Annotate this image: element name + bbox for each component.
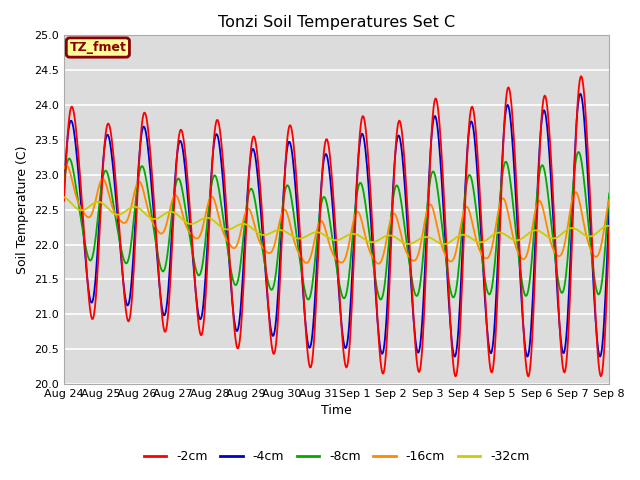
Y-axis label: Soil Temperature (C): Soil Temperature (C): [16, 145, 29, 274]
Text: TZ_fmet: TZ_fmet: [70, 41, 126, 54]
Title: Tonzi Soil Temperatures Set C: Tonzi Soil Temperatures Set C: [218, 15, 455, 30]
Legend: -2cm, -4cm, -8cm, -16cm, -32cm: -2cm, -4cm, -8cm, -16cm, -32cm: [139, 445, 534, 468]
X-axis label: Time: Time: [321, 405, 352, 418]
